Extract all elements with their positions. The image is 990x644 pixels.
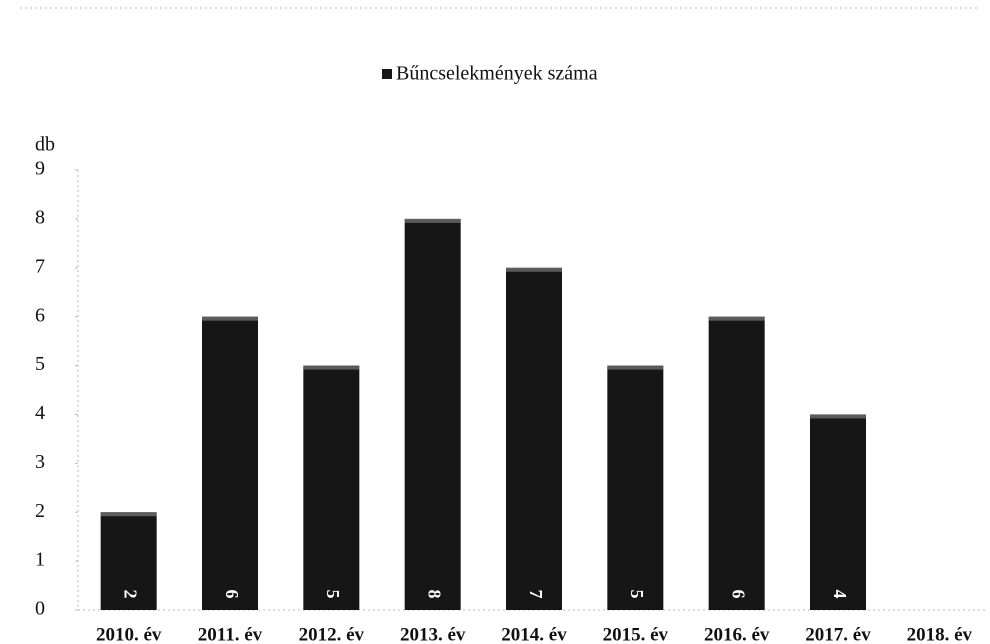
y-tick-label: 6 — [35, 304, 45, 326]
data-label: 5 — [323, 590, 343, 599]
bar — [404, 218, 461, 610]
data-label: 4 — [830, 590, 850, 599]
y-tick-label: 2 — [35, 500, 45, 522]
data-label: 7 — [526, 590, 546, 599]
data-label: 8 — [425, 590, 445, 599]
y-tick-label: 3 — [35, 451, 45, 473]
data-label: 6 — [729, 590, 749, 599]
x-tick-label: 2016. év — [704, 624, 770, 644]
bar-highlight — [202, 316, 258, 321]
y-tick-label: 4 — [35, 402, 45, 424]
legend-label: Bűncselekmények száma — [396, 63, 598, 85]
bar-highlight — [810, 414, 866, 419]
bar — [708, 316, 765, 610]
bar — [303, 365, 360, 610]
bar — [202, 316, 258, 610]
data-label: 6 — [222, 590, 242, 599]
x-tick-label: 2012. év — [299, 624, 365, 644]
bar — [100, 512, 157, 610]
y-axis-label: db — [35, 134, 55, 156]
x-tick-label: 2011. év — [198, 624, 263, 644]
bar-highlight — [607, 365, 664, 370]
y-tick-label: 1 — [35, 549, 45, 571]
legend-swatch — [382, 69, 392, 79]
x-tick-label: 2014. év — [501, 624, 567, 644]
x-tick-label: 2013. év — [400, 624, 466, 644]
data-label: 5 — [627, 590, 647, 599]
bar — [607, 365, 664, 610]
bar-highlight — [303, 365, 360, 370]
bar-highlight — [100, 512, 157, 517]
x-tick-label: 2015. év — [603, 624, 669, 644]
y-tick-label: 5 — [35, 353, 45, 375]
y-tick-label: 7 — [35, 255, 45, 277]
bar-highlight — [708, 316, 765, 321]
y-tick-label: 9 — [35, 158, 45, 180]
y-tick-label: 8 — [35, 206, 45, 228]
bar — [810, 414, 866, 610]
data-label: 2 — [121, 590, 141, 599]
bar-highlight — [404, 218, 461, 223]
x-tick-label: 2010. év — [96, 624, 162, 644]
x-tick-label: 2018. év — [907, 624, 973, 644]
y-tick-label: 0 — [35, 598, 45, 620]
x-tick-label: 2017. év — [805, 624, 871, 644]
bar-highlight — [506, 267, 562, 272]
bar — [506, 267, 562, 610]
